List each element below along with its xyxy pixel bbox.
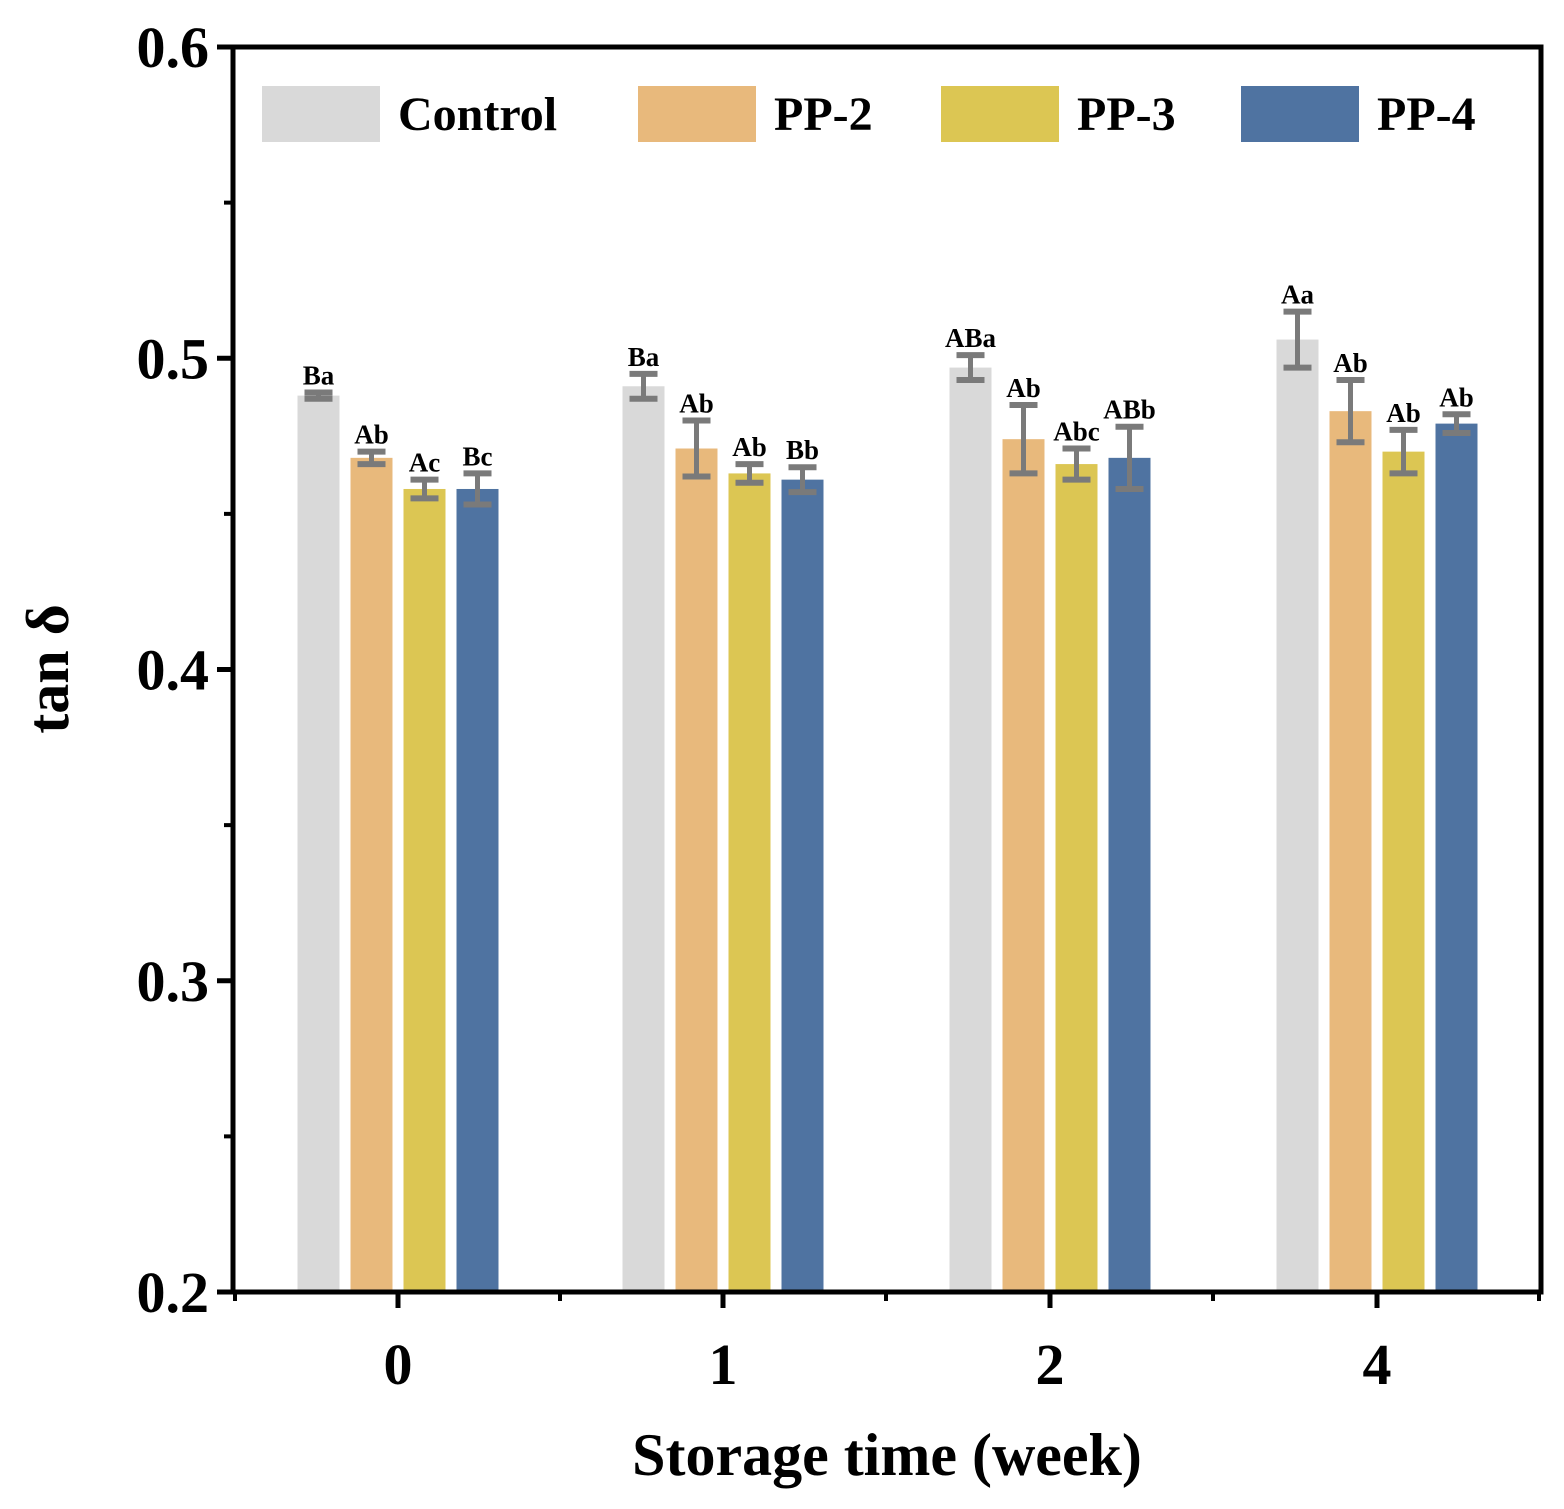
significance-label-control-week-1: Ba — [628, 342, 660, 372]
bar-pp-3-week-4 — [1382, 451, 1425, 1292]
bar-pp-2-week-2 — [1002, 439, 1045, 1292]
bar-control-week-4 — [1276, 339, 1319, 1292]
legend-swatch-pp-3 — [941, 86, 1059, 142]
x-tick-label-4: 4 — [1363, 1332, 1392, 1397]
bar-pp-2-week-1 — [675, 448, 718, 1292]
bar-control-week-1 — [622, 386, 665, 1292]
significance-label-control-week-4: Aa — [1281, 280, 1314, 310]
bar-pp-3-week-0 — [403, 488, 446, 1293]
bar-control-week-2 — [949, 367, 992, 1292]
bar-pp-2-week-0 — [350, 457, 393, 1293]
x-tick-label-2: 2 — [1036, 1332, 1065, 1397]
significance-label-pp-2-week-4: Ab — [1333, 348, 1368, 378]
significance-label-control-week-0: Ba — [303, 360, 335, 390]
legend: Control PP-2 PP-3 PP-4 — [262, 86, 1476, 142]
legend-swatch-pp-4 — [1241, 86, 1359, 142]
legend-label-pp-3: PP-3 — [1077, 88, 1176, 141]
x-tick-label-1: 1 — [709, 1332, 738, 1397]
bar-pp-4-week-0 — [456, 488, 499, 1293]
y-axis-title: tan δ — [15, 604, 81, 734]
y-tick-label-0.6: 0.6 — [137, 15, 210, 80]
bar-pp-3-week-2 — [1055, 464, 1098, 1292]
significance-label-control-week-2: ABa — [945, 323, 997, 353]
significance-labels-layer: Ba Ba ABa Aa Ab Ab Ab Ab Ac Ab Abc Ab Bc Bb ABb Ab — [303, 280, 1474, 478]
significance-label-pp-3-week-0: Ac — [409, 448, 440, 478]
y-tick-label-0.5: 0.5 — [137, 326, 210, 391]
significance-label-pp-2-week-2: Ab — [1006, 373, 1041, 403]
x-axis-title: Storage time (week) — [632, 1422, 1142, 1488]
y-tick-label-0.2: 0.2 — [137, 1260, 210, 1325]
bar-pp-4-week-4 — [1435, 423, 1478, 1292]
significance-label-pp-3-week-1: Ab — [732, 432, 767, 462]
error-bars-layer — [304, 308, 1471, 508]
axes-layer: 0.2 0.3 0.4 0.5 0.6 0 1 2 4 — [137, 15, 1541, 1397]
legend-label-control: Control — [398, 88, 557, 141]
bars-layer — [297, 339, 1478, 1293]
legend-label-pp-2: PP-2 — [774, 88, 873, 141]
significance-label-pp-4-week-2: ABb — [1103, 395, 1156, 425]
significance-label-pp-2-week-0: Ab — [354, 420, 389, 450]
y-tick-label-0.3: 0.3 — [137, 949, 210, 1014]
x-tick-label-0: 0 — [384, 1332, 413, 1397]
legend-swatch-pp-2 — [638, 86, 756, 142]
significance-label-pp-4-week-1: Bb — [786, 435, 819, 465]
significance-label-pp-2-week-1: Ab — [679, 389, 714, 419]
significance-label-pp-4-week-4: Ab — [1439, 382, 1474, 412]
bar-pp-4-week-1 — [781, 479, 824, 1292]
significance-label-pp-3-week-2: Abc — [1053, 417, 1100, 447]
bar-pp-3-week-1 — [728, 473, 771, 1293]
significance-label-pp-3-week-4: Ab — [1386, 398, 1421, 428]
significance-label-pp-4-week-0: Bc — [463, 441, 493, 471]
legend-label-pp-4: PP-4 — [1377, 88, 1476, 141]
bar-control-week-0 — [297, 395, 340, 1293]
legend-swatch-control — [262, 86, 380, 142]
bar-pp-4-week-2 — [1108, 457, 1151, 1293]
y-tick-label-0.4: 0.4 — [137, 638, 210, 703]
bar-pp-2-week-4 — [1329, 411, 1372, 1293]
